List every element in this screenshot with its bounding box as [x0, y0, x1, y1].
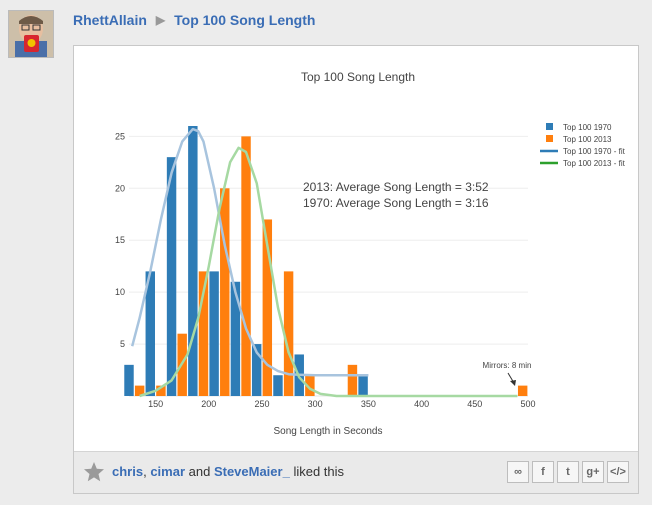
bar-1970[interactable]	[230, 281, 241, 396]
bar-2013[interactable]	[134, 385, 145, 396]
y-tick-label: 10	[115, 287, 125, 297]
legend-item-1970-swatch	[546, 123, 553, 130]
tick-labels: 5 10 15 20 25 150 200 250 300 350 400 450 500	[115, 131, 536, 409]
annotation-1970-average: 1970: Average Song Length = 3:16	[303, 196, 489, 210]
likes-comma: ,	[143, 464, 151, 479]
fit-lines	[130, 127, 518, 398]
bar-1970[interactable]	[358, 375, 368, 396]
annotation-arrow-head	[510, 380, 516, 386]
likes-suffix: liked this	[289, 464, 345, 479]
bar-1970[interactable]	[124, 364, 134, 396]
google-plus-icon[interactable]: g+	[582, 461, 604, 483]
bar-2013[interactable]	[517, 385, 528, 396]
likes-text: chris, cimar and SteveMaier_ liked this	[112, 464, 344, 479]
annotation-mirrors: Mirrors: 8 min	[483, 361, 532, 370]
liker-stevemaier[interactable]: SteveMaier_	[213, 464, 290, 479]
bar-1970[interactable]	[166, 157, 177, 396]
link-icon[interactable]: ∞	[507, 461, 529, 483]
y-tick-label: 25	[115, 131, 125, 141]
star-icon[interactable]	[83, 461, 105, 483]
avatar[interactable]	[8, 10, 54, 58]
x-axis-label: Song Length in Seconds	[274, 426, 383, 437]
x-tick-label: 150	[148, 399, 163, 409]
bar-2013[interactable]	[262, 219, 273, 396]
bar-1970[interactable]	[188, 126, 198, 396]
legend: Top 100 1970 Top 100 2013 Top 100 1970 - f…	[540, 123, 626, 168]
liker-cimar[interactable]: cimar	[150, 464, 186, 479]
bar-1970[interactable]	[209, 271, 219, 396]
bar-2013[interactable]	[305, 375, 315, 396]
footer-bar: chris, cimar and SteveMaier_ liked this …	[74, 451, 638, 493]
y-tick-label: 5	[120, 339, 125, 349]
bar-2013[interactable]	[283, 271, 294, 396]
x-tick-label: 200	[201, 399, 216, 409]
legend-item-2013-swatch	[546, 135, 553, 142]
chart-card: 5 10 15 20 25 150 200 250 300 350 400 450 500 Top 10…	[73, 45, 639, 494]
bar-2013[interactable]	[241, 136, 251, 396]
liker-chris[interactable]: chris	[112, 464, 144, 479]
bar-2013[interactable]	[198, 271, 209, 396]
share-buttons: ∞ f t g+ </>	[507, 461, 629, 483]
chart-title: Top 100 Song Length	[301, 70, 415, 84]
facebook-icon[interactable]: f	[532, 461, 554, 483]
x-tick-label: 500	[520, 399, 535, 409]
annotation-2013-average: 2013: Average Song Length = 3:52	[303, 180, 489, 194]
breadcrumb: RhettAllain ▶ Top 100 Song Length	[73, 12, 315, 28]
bar-2013[interactable]	[347, 364, 358, 396]
twitter-icon[interactable]: t	[557, 461, 579, 483]
breadcrumb-user-link[interactable]: RhettAllain	[73, 12, 147, 28]
x-tick-label: 400	[414, 399, 429, 409]
x-tick-label: 300	[308, 399, 323, 409]
legend-item-2013[interactable]: Top 100 2013	[563, 135, 612, 144]
x-tick-label: 450	[467, 399, 482, 409]
bar-1970[interactable]	[251, 344, 262, 396]
bars	[124, 126, 528, 396]
legend-item-1970-fit[interactable]: Top 100 1970 - fit	[563, 147, 626, 156]
fit-line-2013[interactable]	[139, 146, 518, 398]
bar-2013[interactable]	[220, 188, 230, 396]
legend-item-1970[interactable]: Top 100 1970	[563, 123, 612, 132]
x-tick-label: 250	[254, 399, 269, 409]
fit-line-1970[interactable]	[130, 127, 369, 377]
x-tick-label: 350	[361, 399, 376, 409]
bar-1970[interactable]	[145, 271, 155, 396]
page-title-link[interactable]: Top 100 Song Length	[174, 12, 316, 28]
y-tick-label: 20	[115, 183, 125, 193]
breadcrumb-separator-icon: ▶	[155, 13, 166, 27]
embed-icon[interactable]: </>	[607, 461, 629, 483]
legend-item-2013-fit[interactable]: Top 100 2013 - fit	[563, 159, 626, 168]
chart-plot[interactable]: 5 10 15 20 25 150 200 250 300 350 400 450 500 Top 10…	[74, 46, 640, 451]
bar-1970[interactable]	[273, 375, 283, 396]
bar-2013[interactable]	[156, 385, 166, 396]
likes-and: and	[185, 464, 214, 479]
y-tick-label: 15	[115, 235, 125, 245]
avatar-image	[9, 11, 53, 57]
